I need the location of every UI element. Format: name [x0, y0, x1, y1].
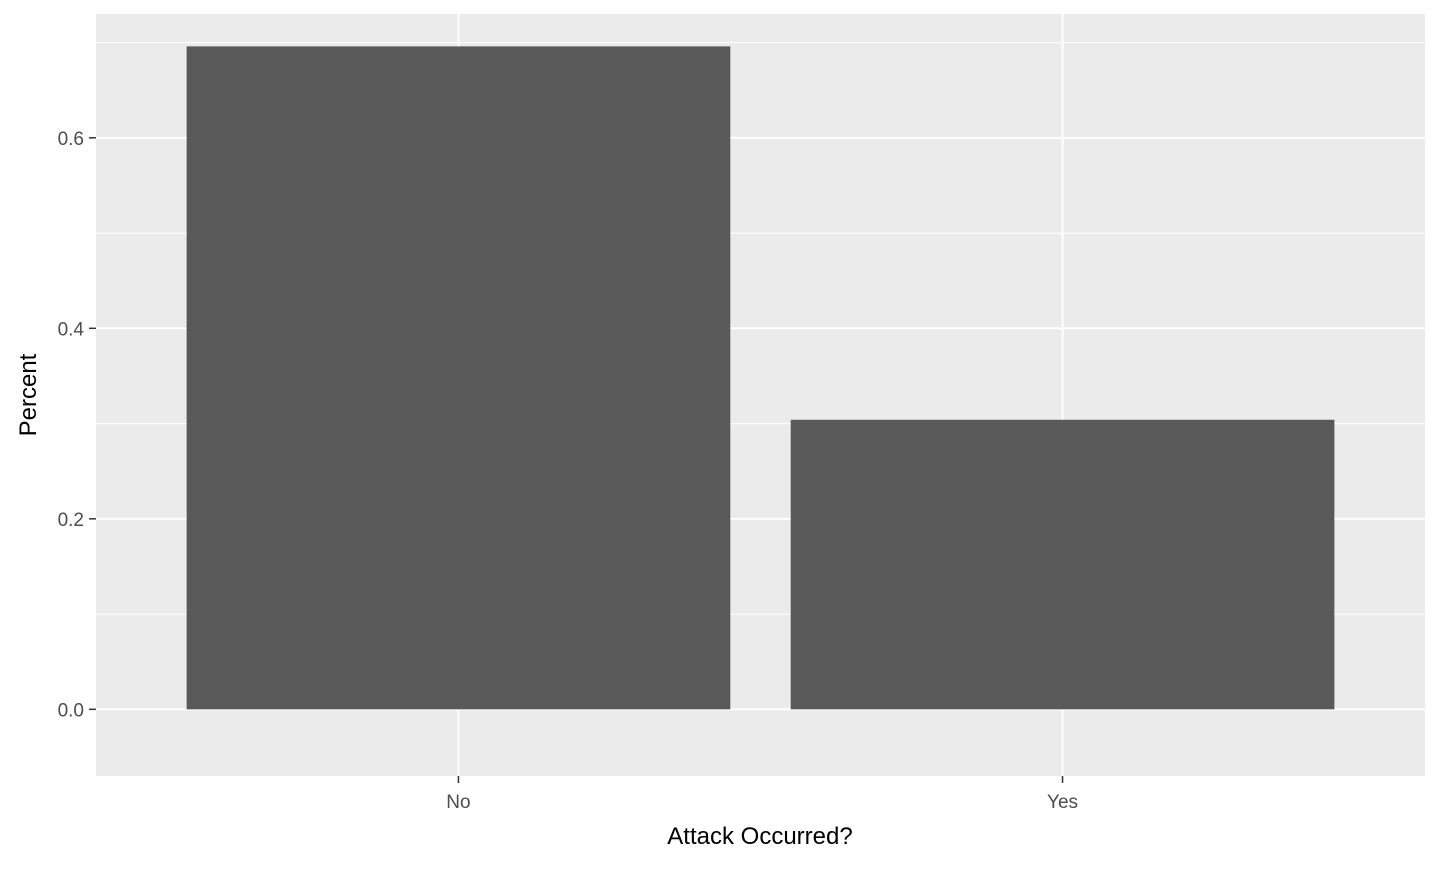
- y-axis-title: Percent: [15, 353, 42, 436]
- y-tick-label: 0.0: [58, 700, 84, 721]
- y-tick-label: 0.2: [58, 510, 84, 531]
- x-axis-title: Attack Occurred?: [667, 823, 852, 850]
- bars-group: [186, 46, 1335, 710]
- y-tick-label: 0.4: [58, 319, 85, 340]
- y-axis: 0.0 0.2 0.4 0.6: [58, 129, 96, 721]
- bar-yes: [790, 419, 1335, 710]
- y-tick-label: 0.6: [58, 129, 84, 150]
- bar-no: [186, 46, 731, 710]
- x-axis: No Yes: [446, 776, 1078, 813]
- x-tick-label: Yes: [1047, 792, 1078, 813]
- x-tick-label: No: [446, 792, 470, 813]
